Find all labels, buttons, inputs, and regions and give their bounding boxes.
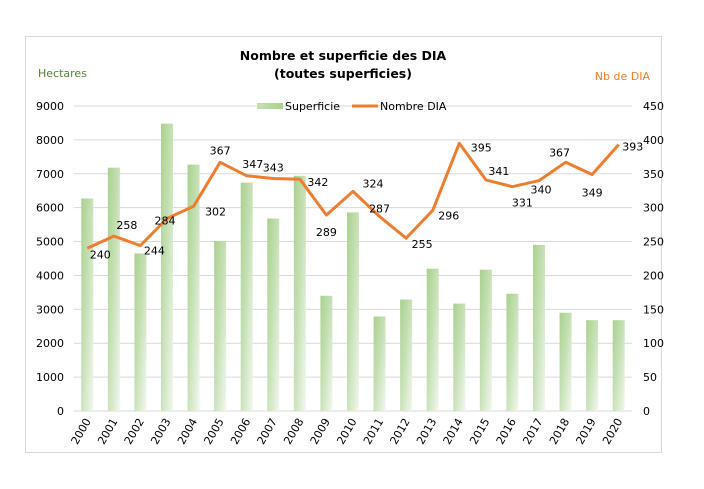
legend: Superficie Nombre DIA xyxy=(257,100,447,113)
right-tick-label: 200 xyxy=(643,269,664,282)
x-tick-label: 2016 xyxy=(494,416,519,447)
bar-2004 xyxy=(187,164,200,411)
data-label-2007: 343 xyxy=(263,162,284,175)
right-tick-label: 100 xyxy=(643,337,664,350)
data-label-2009: 289 xyxy=(316,226,337,239)
legend-swatch-superficie xyxy=(257,103,283,109)
bar-2005 xyxy=(214,240,227,411)
x-tick-label: 2007 xyxy=(255,416,280,447)
bar-2020 xyxy=(612,320,625,411)
right-tick-label: 400 xyxy=(643,134,664,147)
x-tick-label: 2017 xyxy=(520,416,545,447)
bar-2007 xyxy=(267,218,280,411)
legend-label-nombre-dia: Nombre DIA xyxy=(380,100,447,113)
data-label-2018: 367 xyxy=(549,146,570,159)
data-label-2012: 255 xyxy=(412,238,433,251)
data-label-2006: 347 xyxy=(242,158,263,171)
data-label-2013: 296 xyxy=(438,209,459,222)
data-label-2015: 341 xyxy=(488,165,509,178)
right-tick-label: 350 xyxy=(643,168,664,181)
left-tick-label: 8000 xyxy=(36,134,64,147)
right-tick-label: 250 xyxy=(643,236,664,249)
left-tick-label: 2000 xyxy=(36,337,64,350)
x-tick-label: 2012 xyxy=(387,416,412,447)
line-data-labels: 240 258 244 284 302 367 347 343 342 289 324 287 255 2… xyxy=(90,141,643,262)
bar-2012 xyxy=(400,299,413,411)
x-tick-label: 2011 xyxy=(361,416,386,447)
left-tick-label: 7000 xyxy=(36,168,64,181)
left-tick-label: 3000 xyxy=(36,303,64,316)
left-axis-ticks: 0 1000 2000 3000 4000 5000 6000 7000 8000 9000 xyxy=(36,100,64,418)
x-tick-label: 2019 xyxy=(573,416,598,447)
data-label-2008: 342 xyxy=(307,176,328,189)
x-tick-label: 2001 xyxy=(95,416,120,447)
bar-2016 xyxy=(506,293,519,411)
bar-2015 xyxy=(479,269,492,411)
data-label-2005: 367 xyxy=(210,144,231,157)
x-axis-ticks: 2000 2001 2002 2003 2004 2005 2006 2007 2008 2009… xyxy=(69,416,626,447)
bar-2017 xyxy=(533,244,545,411)
data-label-2010: 324 xyxy=(363,177,384,190)
x-tick-label: 2005 xyxy=(201,416,226,447)
line-nombre-dia xyxy=(86,141,620,250)
bar-2014 xyxy=(453,303,466,411)
left-tick-label: 9000 xyxy=(36,100,64,113)
right-tick-label: 450 xyxy=(643,100,664,113)
right-tick-label: 150 xyxy=(643,303,664,316)
left-tick-label: 0 xyxy=(57,405,64,418)
bars-superficie xyxy=(81,123,625,411)
right-axis-ticks: 0 50 100 150 200 250 300 350 400 450 xyxy=(643,100,664,418)
bar-2010 xyxy=(347,212,359,411)
bar-2002 xyxy=(134,253,147,411)
data-label-2011: 287 xyxy=(369,202,390,215)
left-tick-label: 5000 xyxy=(36,236,64,249)
data-label-2001: 258 xyxy=(116,219,137,232)
legend-label-superficie: Superficie xyxy=(285,100,340,113)
data-label-2019: 349 xyxy=(582,186,603,199)
left-tick-label: 4000 xyxy=(36,269,64,282)
bar-2001 xyxy=(107,167,120,411)
x-tick-label: 2002 xyxy=(122,416,147,447)
left-tick-label: 1000 xyxy=(36,371,64,384)
data-label-2004: 302 xyxy=(205,205,226,218)
x-tick-label: 2014 xyxy=(441,416,466,447)
right-axis-title: Nb de DIA xyxy=(595,70,651,83)
bar-2003 xyxy=(161,123,173,411)
chart-subtitle: (toutes superficies) xyxy=(274,66,412,81)
right-tick-label: 50 xyxy=(643,371,657,384)
data-label-2014: 395 xyxy=(471,141,492,154)
x-tick-label: 2018 xyxy=(547,416,572,447)
x-tick-label: 2008 xyxy=(281,416,306,447)
right-tick-label: 0 xyxy=(643,405,650,418)
data-label-2020: 393 xyxy=(622,141,643,154)
x-tick-label: 2003 xyxy=(148,416,173,447)
chart-title: Nombre et superficie des DIA xyxy=(240,48,447,63)
x-tick-label: 2013 xyxy=(414,416,439,447)
bar-2006 xyxy=(240,182,253,411)
right-tick-label: 300 xyxy=(643,202,664,215)
bar-2000 xyxy=(81,198,94,411)
bar-2011 xyxy=(373,316,386,411)
x-tick-label: 2010 xyxy=(334,416,359,447)
data-label-2002: 244 xyxy=(144,245,165,258)
x-tick-label: 2006 xyxy=(228,416,253,447)
x-tick-label: 2009 xyxy=(308,416,333,447)
data-label-2003: 284 xyxy=(155,215,176,228)
x-tick-label: 2020 xyxy=(600,416,625,447)
bar-2008 xyxy=(293,175,306,411)
x-tick-label: 2015 xyxy=(467,416,492,447)
left-tick-label: 6000 xyxy=(36,202,64,215)
bar-2018 xyxy=(559,312,572,411)
line-series-nombre-dia xyxy=(86,141,620,250)
data-label-2000: 240 xyxy=(90,248,111,261)
data-label-2016: 331 xyxy=(512,197,533,210)
x-tick-label: 2000 xyxy=(69,416,94,447)
bar-2019 xyxy=(586,320,599,411)
bar-2009 xyxy=(320,295,333,411)
x-tick-label: 2004 xyxy=(175,416,200,447)
data-label-2017: 340 xyxy=(531,184,552,197)
bar-2013 xyxy=(426,268,439,411)
left-axis-title: Hectares xyxy=(38,67,87,80)
